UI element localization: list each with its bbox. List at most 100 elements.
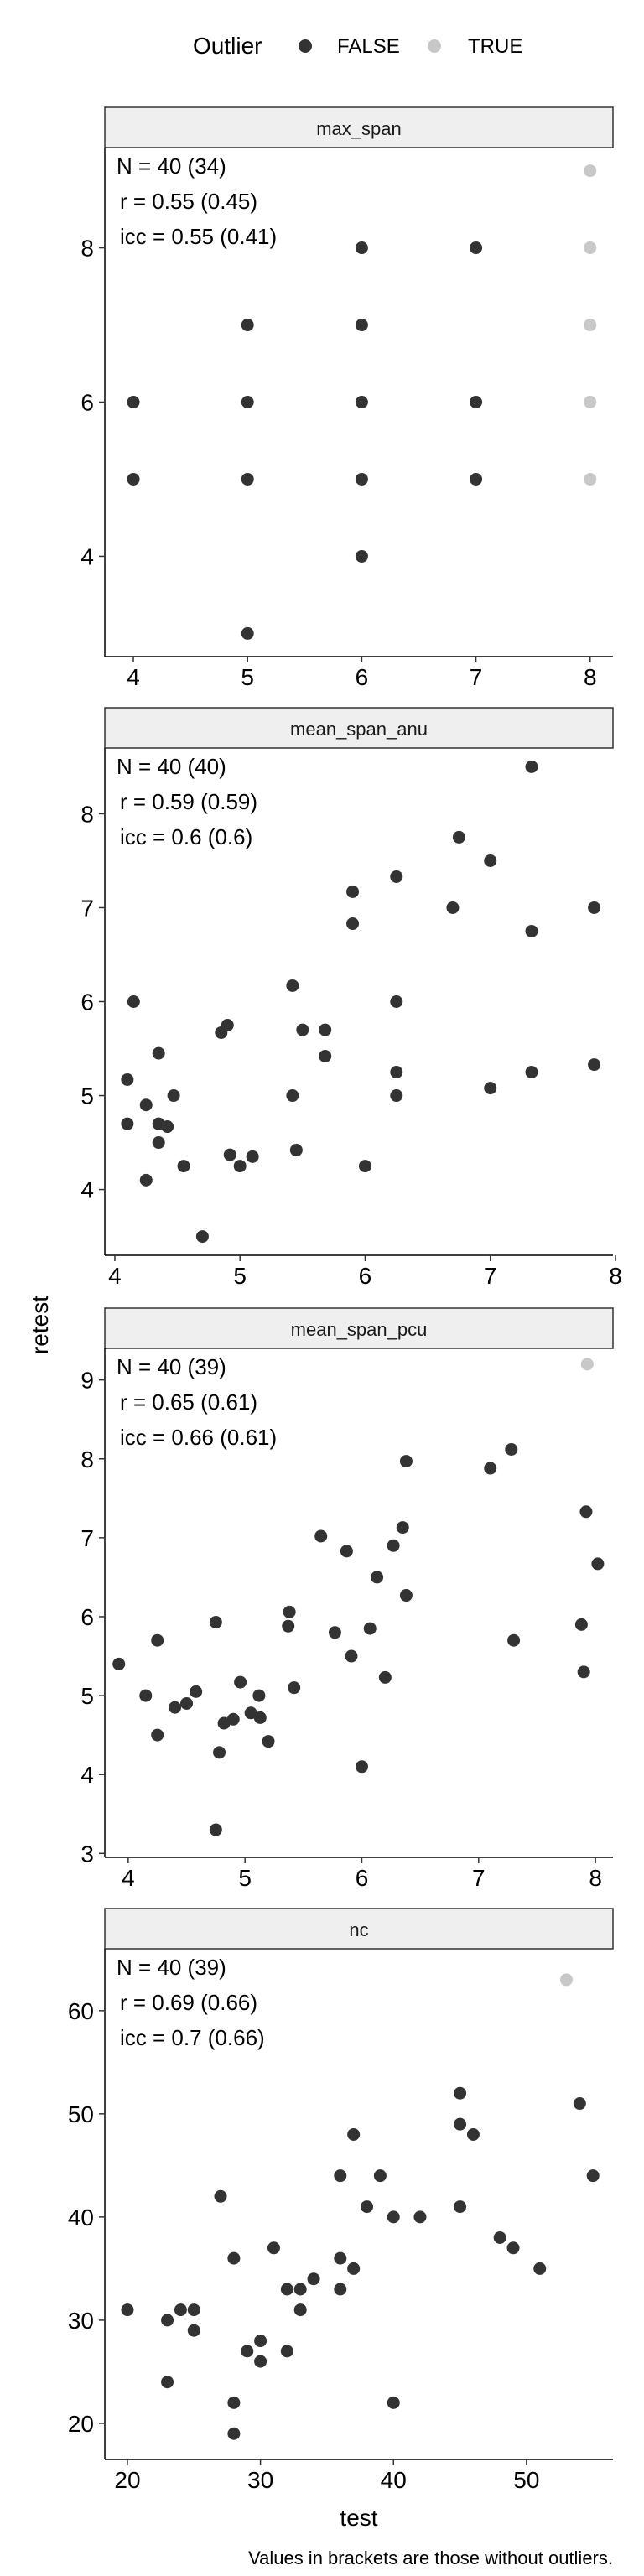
panel-nc: nc 20 30 40 50 60 20 30 40 50 N = 40 (39) r = 0.69 … (68, 1908, 614, 2493)
stat-line: r = 0.69 (0.66) (120, 1990, 257, 2015)
y-tick-label: 6 (80, 1604, 94, 1630)
data-point (127, 472, 140, 486)
y-tick-label: 3 (80, 1841, 94, 1867)
x-tick-label: 7 (484, 1263, 497, 1289)
x-tick-label: 30 (247, 2467, 273, 2493)
data-point (121, 1072, 134, 1086)
data-point (152, 1046, 165, 1060)
data-point (334, 2283, 347, 2296)
data-point (454, 2086, 467, 2100)
data-point (355, 472, 368, 486)
legend-false-label: FALSE (337, 35, 400, 58)
data-point (454, 2200, 467, 2214)
x-tick-label: 4 (127, 664, 140, 690)
y-tick-label: 5 (80, 1083, 94, 1109)
y-tick-label: 8 (80, 236, 94, 262)
legend-title: Outlier (193, 33, 262, 59)
outlier-point (584, 242, 597, 255)
data-point (296, 1023, 309, 1036)
x-tick-label: 50 (513, 2467, 539, 2493)
data-point (355, 319, 368, 332)
data-point (314, 1530, 328, 1543)
x-tick-label: 8 (589, 1865, 602, 1891)
data-point (525, 924, 538, 937)
data-point (227, 2396, 241, 2409)
data-point (254, 2355, 267, 2368)
x-tick-label: 7 (470, 664, 483, 690)
y-tick-label: 40 (68, 2205, 94, 2231)
data-point (470, 472, 483, 486)
stat-line: N = 40 (39) (117, 1354, 226, 1379)
data-point (195, 1230, 209, 1244)
data-point (355, 1760, 368, 1774)
data-point (139, 1098, 153, 1112)
data-point (387, 1539, 400, 1552)
facet-title: nc (349, 1919, 368, 1940)
data-point (328, 1626, 341, 1639)
stat-line: icc = 0.7 (0.66) (120, 2025, 265, 2050)
stat-line: r = 0.65 (0.61) (120, 1389, 257, 1415)
data-point (167, 1089, 180, 1103)
data-point (241, 319, 254, 332)
facet-strip (104, 1307, 614, 1349)
stat-line: N = 40 (40) (117, 754, 226, 779)
panel-max_span: max_span 4 6 8 4 5 6 7 8 N = 40 (34) r = 0.55 (0.4… (80, 106, 614, 690)
data-point (454, 2117, 467, 2131)
data-point (345, 1649, 358, 1663)
data-point (446, 901, 460, 914)
outlier-point (580, 1358, 594, 1371)
x-tick-label: 5 (241, 664, 254, 690)
data-point (280, 2345, 293, 2358)
x-tick-label: 40 (381, 2467, 407, 2493)
data-point (112, 1657, 126, 1670)
data-point (209, 1823, 222, 1836)
data-point (378, 1670, 392, 1684)
data-point (286, 979, 299, 992)
data-point (246, 1150, 259, 1163)
data-point (390, 1066, 403, 1079)
x-axis-label: test (340, 2505, 377, 2531)
caption: Values in brackets are those without out… (248, 2547, 613, 2568)
data-point (139, 1173, 153, 1187)
y-tick-label: 7 (80, 895, 94, 921)
data-point (371, 1571, 384, 1584)
data-point (282, 1619, 295, 1633)
data-point (319, 1023, 332, 1036)
data-point (387, 2210, 400, 2224)
data-point (484, 854, 497, 867)
data-point (586, 2169, 600, 2183)
x-tick-label: 20 (114, 2467, 140, 2493)
data-point (390, 995, 403, 1008)
facet-title: mean_span_anu (290, 719, 428, 740)
data-point (373, 2169, 387, 2183)
data-point (241, 472, 254, 486)
data-point (289, 1144, 303, 1157)
y-tick-label: 7 (80, 1525, 94, 1551)
data-point (390, 1089, 403, 1103)
facet-title: max_span (316, 118, 402, 139)
data-point (161, 2376, 174, 2389)
data-point (288, 1681, 301, 1695)
data-point (151, 1633, 164, 1647)
x-tick-label: 6 (359, 1263, 372, 1289)
y-tick-label: 8 (80, 1446, 94, 1472)
y-tick-label: 6 (80, 989, 94, 1015)
facet-strip (104, 707, 614, 749)
data-point (470, 242, 483, 255)
data-point (187, 2324, 200, 2337)
data-point (241, 2345, 254, 2358)
y-tick-label: 8 (80, 801, 94, 827)
data-point (588, 1058, 601, 1072)
data-point (525, 1066, 538, 1079)
y-tick-label: 30 (68, 2308, 94, 2334)
data-point (187, 2303, 200, 2317)
outlier-point (584, 319, 597, 332)
data-point (252, 1689, 266, 1702)
data-point (413, 2210, 427, 2224)
outlier-point (584, 472, 597, 486)
outlier-point (584, 164, 597, 178)
data-point (307, 2272, 320, 2286)
data-point (577, 1665, 590, 1679)
data-point (177, 1160, 190, 1173)
data-point (227, 2427, 241, 2440)
